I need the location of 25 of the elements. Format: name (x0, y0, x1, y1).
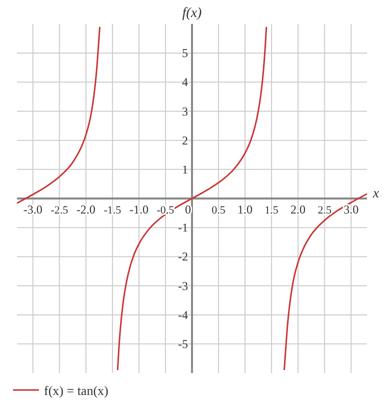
x-tick-label: -1.0 (129, 202, 148, 216)
x-axis-title: x (372, 186, 380, 202)
x-tick-label: -2.0 (76, 202, 96, 216)
y-tick-label: 4 (182, 75, 188, 90)
x-tick-label: -1.5 (104, 204, 122, 216)
y-axis-title: f(x) (182, 6, 202, 21)
x-tick-label: 0.5 (212, 204, 226, 216)
y-tick-label: 5 (182, 46, 188, 60)
y-tick-label: -4 (178, 308, 188, 322)
y-tick-label: -5 (178, 336, 188, 351)
x-tick-label: -2.5 (50, 204, 69, 216)
legend-label: f(x) = tan(x) (44, 383, 108, 398)
x-tick-label: 3.0 (344, 202, 359, 216)
y-tick-label: -3 (178, 278, 188, 293)
x-tick-label: 0 (185, 202, 191, 216)
y-tick-label: 2 (182, 133, 188, 148)
y-tick-label: 3 (182, 104, 188, 118)
x-tick-label: 1.0 (238, 202, 253, 216)
y-tick-label: -2 (178, 250, 188, 264)
x-tick-label: 1.5 (264, 204, 279, 216)
x-tick-label: 2.5 (318, 204, 332, 216)
x-tick-label: 2.0 (290, 202, 306, 216)
y-tick-label: -1 (178, 220, 188, 235)
y-tick-label: 1 (182, 162, 188, 176)
x-tick-label: -3.0 (23, 202, 42, 216)
